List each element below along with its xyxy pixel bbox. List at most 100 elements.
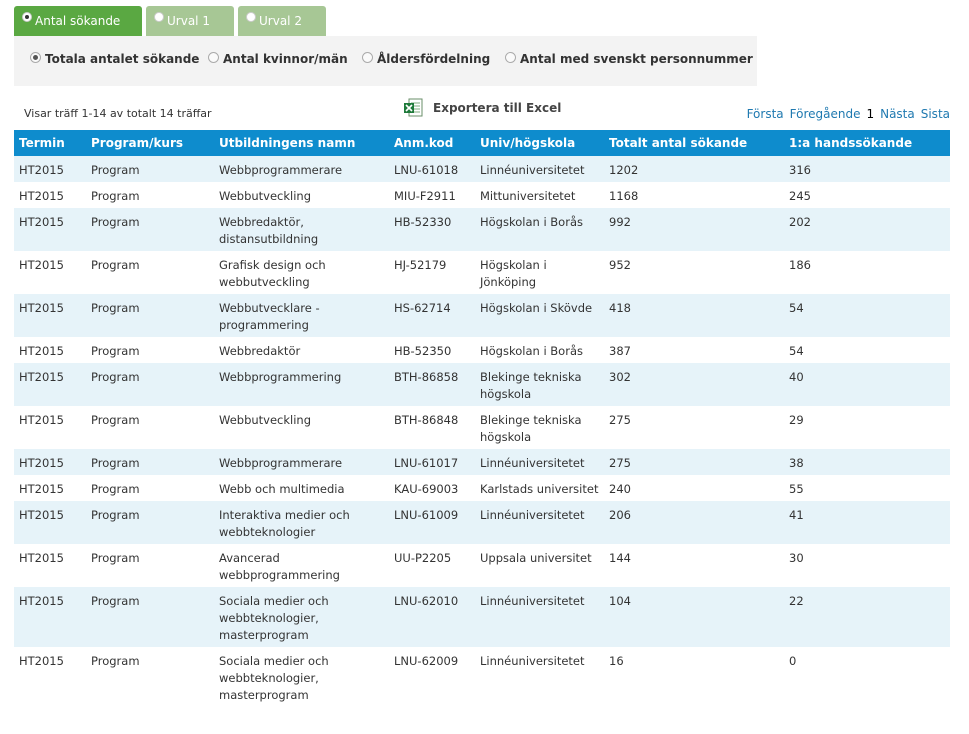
cell-termin: HT2015 bbox=[14, 647, 86, 707]
table-row: HT2015 Program Sociala medier och webbtekn… bbox=[14, 587, 950, 647]
cell-univ-hogskola: Högskolan i Jönköping bbox=[475, 251, 604, 294]
radio-icon[interactable] bbox=[362, 51, 373, 63]
cell-program-kurs: Program bbox=[86, 363, 214, 406]
cell-univ-hogskola: Uppsala universitet bbox=[475, 544, 604, 587]
header-univ-hogskola[interactable]: Univ/högskola bbox=[475, 130, 604, 156]
cell-1a-handssokande: 22 bbox=[784, 587, 950, 647]
cell-1a-handssokande: 0 bbox=[784, 647, 950, 707]
header-1a-handssokande[interactable]: 1:a handssökande bbox=[784, 130, 950, 156]
cell-univ-hogskola: Blekinge tekniska högskola bbox=[475, 406, 604, 449]
cell-univ-hogskola: Mittuniversitetet bbox=[475, 182, 604, 208]
cell-termin: HT2015 bbox=[14, 251, 86, 294]
cell-univ-hogskola: Linnéuniversitetet bbox=[475, 587, 604, 647]
cell-termin: HT2015 bbox=[14, 182, 86, 208]
table-row: HT2015 Program Webbprogrammerare LNU-61018 L… bbox=[14, 156, 950, 182]
cell-utbildningens-namn: Webbprogrammerare bbox=[214, 156, 389, 182]
cell-program-kurs: Program bbox=[86, 406, 214, 449]
radio-icon[interactable] bbox=[505, 51, 516, 63]
cell-anm-kod: BTH-86858 bbox=[389, 363, 475, 406]
table-header-row: Termin Program/kurs Utbildningens namn A… bbox=[14, 130, 950, 156]
cell-termin: HT2015 bbox=[14, 475, 86, 501]
radio-icon bbox=[246, 12, 256, 22]
cell-termin: HT2015 bbox=[14, 156, 86, 182]
cell-anm-kod: LNU-61017 bbox=[389, 449, 475, 475]
table-row: HT2015 Program Webbredaktör HB-52350 Högskol… bbox=[14, 337, 950, 363]
pager-first[interactable]: Första bbox=[746, 107, 784, 121]
table-row: HT2015 Program Interaktiva medier och webb… bbox=[14, 501, 950, 544]
cell-termin: HT2015 bbox=[14, 544, 86, 587]
cell-utbildningens-namn: Grafisk design och webbutveckling bbox=[214, 251, 389, 294]
tab-antal-sokande[interactable]: Antal sökande bbox=[14, 6, 142, 36]
excel-icon bbox=[403, 98, 423, 118]
cell-program-kurs: Program bbox=[86, 251, 214, 294]
option-kvinnor-man[interactable]: Antal kvinnor/män bbox=[208, 51, 348, 66]
cell-totalt-antal: 206 bbox=[604, 501, 784, 544]
tab-bar: Antal sökande Urval 1 Urval 2 bbox=[14, 6, 326, 36]
cell-program-kurs: Program bbox=[86, 337, 214, 363]
table-row: HT2015 Program Webbprogrammerare LNU-61017 L… bbox=[14, 449, 950, 475]
radio-icon[interactable] bbox=[208, 51, 219, 63]
cell-totalt-antal: 302 bbox=[604, 363, 784, 406]
cell-utbildningens-namn: Interaktiva medier och webbteknologier bbox=[214, 501, 389, 544]
pager-current: 1 bbox=[866, 107, 875, 121]
pager-last[interactable]: Sista bbox=[920, 107, 950, 121]
cell-anm-kod: MIU-F2911 bbox=[389, 182, 475, 208]
cell-program-kurs: Program bbox=[86, 475, 214, 501]
cell-termin: HT2015 bbox=[14, 208, 86, 251]
cell-program-kurs: Program bbox=[86, 587, 214, 647]
cell-anm-kod: HB-52350 bbox=[389, 337, 475, 363]
cell-anm-kod: LNU-61009 bbox=[389, 501, 475, 544]
header-anm-kod[interactable]: Anm.kod bbox=[389, 130, 475, 156]
tab-urval-2[interactable]: Urval 2 bbox=[238, 6, 326, 36]
option-label: Åldersfördelning bbox=[377, 52, 491, 66]
tab-urval-1[interactable]: Urval 1 bbox=[146, 6, 234, 36]
cell-utbildningens-namn: Sociala medier och webbteknologier, mast… bbox=[214, 647, 389, 707]
radio-icon bbox=[22, 12, 32, 22]
cell-anm-kod: BTH-86848 bbox=[389, 406, 475, 449]
export-excel-button[interactable]: Exportera till Excel bbox=[403, 98, 561, 118]
option-label: Antal med svenskt personnummer bbox=[520, 52, 753, 66]
table-row: HT2015 Program Grafisk design och webbutve… bbox=[14, 251, 950, 294]
cell-univ-hogskola: Linnéuniversitetet bbox=[475, 647, 604, 707]
option-label: Antal kvinnor/män bbox=[223, 52, 348, 66]
cell-termin: HT2015 bbox=[14, 294, 86, 337]
table-row: HT2015 Program Webbutveckling MIU-F2911 Mitt… bbox=[14, 182, 950, 208]
cell-utbildningens-namn: Webb och multimedia bbox=[214, 475, 389, 501]
option-aldersfordelning[interactable]: Åldersfördelning bbox=[362, 51, 491, 66]
cell-1a-handssokande: 29 bbox=[784, 406, 950, 449]
export-label: Exportera till Excel bbox=[433, 101, 562, 115]
cell-termin: HT2015 bbox=[14, 587, 86, 647]
cell-totalt-antal: 144 bbox=[604, 544, 784, 587]
cell-program-kurs: Program bbox=[86, 501, 214, 544]
cell-1a-handssokande: 54 bbox=[784, 294, 950, 337]
cell-1a-handssokande: 40 bbox=[784, 363, 950, 406]
cell-totalt-antal: 1202 bbox=[604, 156, 784, 182]
cell-1a-handssokande: 38 bbox=[784, 449, 950, 475]
header-program-kurs[interactable]: Program/kurs bbox=[86, 130, 214, 156]
cell-program-kurs: Program bbox=[86, 647, 214, 707]
cell-totalt-antal: 1168 bbox=[604, 182, 784, 208]
header-termin[interactable]: Termin bbox=[14, 130, 86, 156]
cell-univ-hogskola: Blekinge tekniska högskola bbox=[475, 363, 604, 406]
option-svenskt-personnummer[interactable]: Antal med svenskt personnummer bbox=[505, 51, 753, 66]
tab-label: Urval 1 bbox=[167, 14, 210, 28]
cell-1a-handssokande: 41 bbox=[784, 501, 950, 544]
cell-totalt-antal: 387 bbox=[604, 337, 784, 363]
header-totalt-antal[interactable]: Totalt antal sökande bbox=[604, 130, 784, 156]
cell-1a-handssokande: 30 bbox=[784, 544, 950, 587]
table-row: HT2015 Program Avancerad webbprogrammering… bbox=[14, 544, 950, 587]
cell-1a-handssokande: 54 bbox=[784, 337, 950, 363]
radio-icon[interactable] bbox=[30, 51, 41, 63]
cell-totalt-antal: 240 bbox=[604, 475, 784, 501]
cell-utbildningens-namn: Avancerad webbprogrammering bbox=[214, 544, 389, 587]
table-row: HT2015 Program Webbprogrammering BTH-86858 B… bbox=[14, 363, 950, 406]
cell-1a-handssokande: 245 bbox=[784, 182, 950, 208]
pager-next[interactable]: Nästa bbox=[880, 107, 915, 121]
pager-prev[interactable]: Föregående bbox=[789, 107, 861, 121]
cell-anm-kod: UU-P2205 bbox=[389, 544, 475, 587]
header-utbildningens-namn[interactable]: Utbildningens namn bbox=[214, 130, 389, 156]
table-row: HT2015 Program Webbutveckling BTH-86848 Blek… bbox=[14, 406, 950, 449]
cell-anm-kod: HB-52330 bbox=[389, 208, 475, 251]
cell-anm-kod: LNU-62010 bbox=[389, 587, 475, 647]
option-totala-antalet[interactable]: Totala antalet sökande bbox=[30, 51, 199, 66]
